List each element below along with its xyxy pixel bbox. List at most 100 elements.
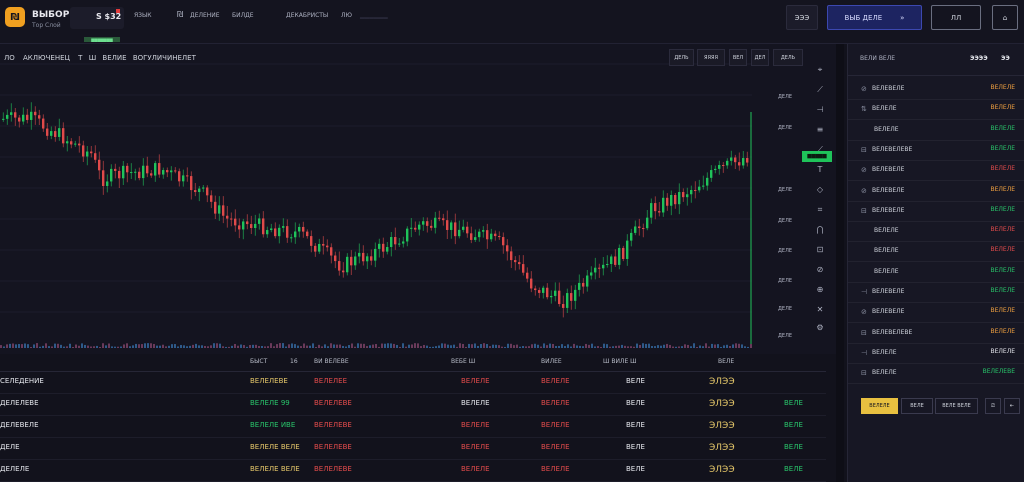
chart-button-2[interactable]: ЯЯЯЯ: [697, 49, 725, 66]
col-header[interactable]: Ш ВИЛЕ Ш: [603, 358, 637, 365]
volume-bar: [489, 346, 491, 348]
watchlist-item[interactable]: ⊘ ВЕЛЕВЕЛЕ ВЕЛЕЛЕ: [848, 160, 1024, 182]
volume-bar: [717, 344, 719, 348]
zoom-icon[interactable]: ⊕: [816, 285, 824, 294]
volume-bar: [429, 346, 431, 348]
watchlist-item[interactable]: ⊟ ВЕЛЕВЕЛЕВЕ ВЕЛЕЛЕ: [848, 323, 1024, 344]
nav-item-6[interactable]: ▁▁▁▁▁▁: [360, 12, 388, 19]
reports-button[interactable]: ЭЭЭ: [786, 5, 818, 30]
measure-icon[interactable]: ⌗: [817, 205, 823, 214]
watchlist-item[interactable]: ⊘ ВЕЛЕВЕЛЕ ВЕЛЕЛЕ: [848, 302, 1024, 324]
volume-bar: [642, 343, 644, 348]
main-action-button[interactable]: ВЫБ ДЕЛЕ »: [827, 5, 922, 30]
hide-icon[interactable]: ⊘: [816, 265, 824, 274]
order-button[interactable]: ВЕЛЕ ВЕЛЕ: [935, 398, 978, 414]
col-header[interactable]: 16: [290, 358, 298, 365]
candle-body: [634, 226, 637, 233]
watchlist-item[interactable]: ⊟ ВЕЛЕВЕЛЕ ВЕЛЕЛЕ: [848, 201, 1024, 222]
shape-icon[interactable]: ◇: [816, 185, 824, 194]
settings-icon[interactable]: ⚙: [816, 323, 824, 332]
nav-item-4[interactable]: ДЕКАБРИСТЫ: [286, 12, 329, 19]
volume-bar: [345, 346, 347, 348]
nav-icon[interactable]: ₪: [177, 10, 184, 19]
watchlist-item-value: ВЕЛЕЛЕ: [990, 287, 1015, 294]
ruler-icon[interactable]: ⊣: [816, 105, 824, 114]
volume-bar: [705, 343, 707, 348]
nav-item-3[interactable]: БИЛДЕ: [232, 12, 254, 19]
watchlist-item[interactable]: ВЕЛЕЛЕ ВЕЛЕЛЕ: [848, 241, 1024, 263]
candle-body: [406, 228, 409, 242]
volume-bar: [696, 346, 698, 348]
col-header[interactable]: ВИ ВЕЛЕВЕ: [314, 358, 349, 365]
table-cell: ВЕЛЕ: [784, 399, 803, 407]
collapse-button[interactable]: ⇤: [1004, 398, 1020, 414]
watchlist-item[interactable]: ВЕЛЕЛЕ ВЕЛЕЛЕ: [848, 120, 1024, 141]
user-button[interactable]: ЛЛ: [931, 5, 981, 30]
candle-body: [86, 151, 89, 157]
trendline-icon[interactable]: ⟋: [817, 85, 823, 94]
candle-body: [666, 197, 669, 206]
table-row[interactable]: СЕЛЕДЕНИЕ ВЕЛЕЛЕВЕ ВЕЛЕЛЕЕ ВЕЛЕЛЕ ВЕЛЕЛЕ ВЕЛЕ…: [0, 372, 826, 394]
lock-icon[interactable]: ⊡: [816, 245, 824, 254]
ticker-selector[interactable]: S $32: [70, 7, 124, 29]
chart-button-1[interactable]: ДЕЛЬ: [669, 49, 694, 66]
chart-area[interactable]: [0, 44, 840, 354]
col-header[interactable]: БЫСТ: [250, 358, 268, 365]
table-cell: ВЕЛЕЛЕ: [541, 399, 570, 407]
nav-item-1[interactable]: ЯЗЫК: [134, 12, 152, 19]
chart-button-5[interactable]: ДЕЛЬ: [773, 49, 803, 66]
volume-bar: [72, 346, 74, 348]
sell-button[interactable]: ВЕЛЕ: [901, 398, 933, 414]
watchlist-item-label: ВЕЛЕЛЕ: [872, 348, 897, 356]
col-header[interactable]: ВЕЛЕ: [718, 358, 735, 365]
volume-bar: [627, 346, 629, 348]
table-row[interactable]: ДЕЛЕЛЕ ВЕЛЕЛЕ ВЕЛЕ ВЕЛЕЛЕВЕ ВЕЛЕЛЕ ВЕЛЕЛЕ ВЕЛ…: [0, 460, 826, 482]
candle-body: [22, 114, 25, 122]
crosshair-icon[interactable]: ⌖: [817, 65, 823, 74]
buy-button[interactable]: ВЕЛЕЛЕ: [861, 398, 898, 414]
volume-bar: [633, 346, 635, 348]
table-cell: ЭЛЭЭ: [709, 421, 735, 431]
table-row[interactable]: ДЕЛЕЛЕВЕ ВЕЛЕЛЕ 99 ВЕЛЕЛЕВЕ ВЕЛЕЛЕ ВЕЛЕЛЕ ВЕЛ…: [0, 394, 826, 416]
watchlist-item[interactable]: ⊣ ВЕЛЕВЕЛЕ ВЕЛЕЛЕ: [848, 282, 1024, 303]
candle-body: [638, 226, 641, 229]
magnet-icon[interactable]: ⋂: [816, 225, 824, 234]
candle-body: [258, 218, 261, 224]
watchlist-item[interactable]: ⊣ ВЕЛЕЛЕ ВЕЛЕЛЕ: [848, 343, 1024, 364]
delete-icon[interactable]: ✕: [816, 305, 824, 314]
watchlist-item[interactable]: ВЕЛЕЛЕ ВЕЛЕЛЕ: [848, 221, 1024, 243]
home-button[interactable]: ⌂: [992, 5, 1018, 30]
candle-body: [462, 226, 465, 230]
col-header[interactable]: ВИЛЕЕ: [541, 358, 562, 365]
candle-body: [214, 201, 217, 214]
app-logo[interactable]: ₪: [5, 7, 25, 27]
table-row[interactable]: ДЕЛЕ ВЕЛЕЛЕ ВЕЛЕ ВЕЛЕЛЕВЕ ВЕЛЕЛЕ ВЕЛЕЛЕ ВЕЛЕ Э…: [0, 438, 826, 460]
volume-bar: [102, 343, 104, 348]
volume-bar: [120, 346, 122, 348]
candlestick-chart[interactable]: [0, 44, 760, 354]
layout-button[interactable]: ⎚: [985, 398, 1001, 414]
col-header[interactable]: ВЕБЕ Ш: [451, 358, 476, 365]
table-row[interactable]: ДЕЛЕВЕЛЕ ВЕЛЕЛЕ ИВЕ ВЕЛЕЛЕВЕ ВЕЛЕЛЕ ВЕЛЕЛЕ ВЕ…: [0, 416, 826, 438]
candle-body: [670, 194, 673, 206]
volume-bar: [567, 344, 569, 348]
candle-body: [118, 170, 121, 179]
nav-item-2[interactable]: ДЕЛЕНИЕ: [190, 12, 220, 19]
chart-button-4[interactable]: ДЕЛ: [751, 49, 769, 66]
fib-icon[interactable]: ≡: [816, 125, 824, 134]
nav-item-5[interactable]: ЛЮ: [341, 12, 352, 19]
brand-subtitle: Тор Слой: [32, 22, 61, 29]
panel-divider[interactable]: [836, 44, 844, 482]
text-icon[interactable]: T: [817, 165, 823, 174]
watchlist-item[interactable]: ВЕЛЕЛЕ ВЕЛЕЛЕ: [848, 262, 1024, 283]
chart-button-3[interactable]: ВЕЛ: [729, 49, 747, 66]
watchlist-item[interactable]: ⊘ ВЕЛЕВЕЛЕ ВЕЛЕЛЕ: [848, 181, 1024, 202]
watchlist-item[interactable]: ⇅ ВЕЛЕЛЕ ВЕЛЕЛЕ: [848, 99, 1024, 121]
price-axis-label: ДЕЛЕ: [778, 218, 792, 224]
watchlist-item[interactable]: ⊟ ВЕЛЕЛЕ ВЕЛЕЛЕВЕ: [848, 363, 1024, 385]
watchlist-sidebar: ВЕЛИ ВЕЛЕ ЭЭЭЭ ЭЭ ⊘ ВЕЛЕВЕЛЕ ВЕЛЕЛЕ ⇅ ВЕЛЕЛЕ…: [847, 44, 1024, 482]
watchlist-item[interactable]: ⊟ ВЕЛЕВЕЛЕВЕ ВЕЛЕЛЕ: [848, 140, 1024, 161]
brush-icon[interactable]: ⟋: [817, 145, 823, 154]
watchlist-item[interactable]: ⊘ ВЕЛЕВЕЛЕ ВЕЛЕЛЕ: [848, 79, 1024, 100]
watchlist-item-icon: ⊟: [861, 369, 867, 378]
